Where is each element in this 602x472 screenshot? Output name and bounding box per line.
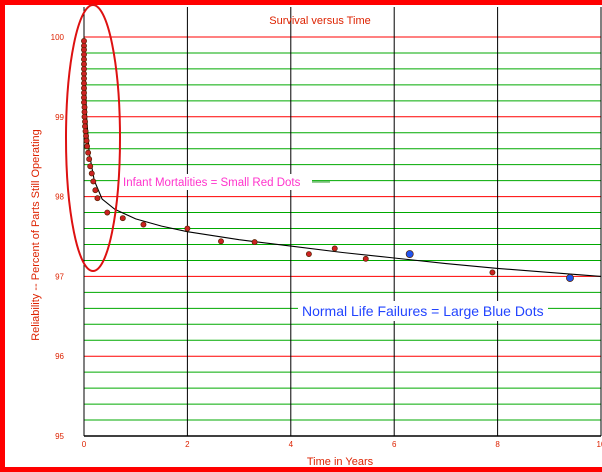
infant-mortality-point (87, 163, 94, 170)
chart-title: Survival versus Time (269, 15, 370, 27)
infant-mortality-point (81, 46, 87, 53)
y-tick-labels: 95 96 97 98 99 100 (51, 33, 65, 441)
infant-mortality-point (331, 245, 338, 252)
infant-mortality-point (81, 85, 87, 92)
infant-mortality-point (81, 75, 87, 82)
infant-mortality-point (83, 137, 90, 144)
y-tick-label: 98 (55, 193, 64, 202)
infant-mortality-point (81, 89, 87, 96)
infant-mortality-point (81, 94, 87, 101)
infant-mortality-point (81, 104, 88, 111)
y-tick-label: 97 (55, 272, 64, 281)
infant-mortality-point (92, 187, 99, 194)
infant-annotation-bg (118, 174, 312, 190)
y-axis-label: Reliability -- Percent of Parts Still Op… (30, 129, 42, 341)
x-tick-label: 6 (392, 440, 397, 449)
infant-mortality-point (218, 238, 224, 245)
major-gridlines (84, 36, 601, 357)
infant-mortality-point (104, 209, 111, 216)
x-tick-label: 10 (597, 440, 602, 449)
x-tick-label: 4 (289, 440, 294, 449)
infant-mortality-point (81, 65, 87, 72)
infant-mortality-point (81, 99, 87, 106)
infant-mortality-point (94, 195, 101, 202)
infant-mortality-point (184, 225, 191, 232)
y-tick-label: 95 (55, 432, 64, 441)
infant-mortality-point (83, 133, 90, 139)
infant-mortality-point (84, 143, 91, 150)
trend-line-group (83, 36, 602, 277)
x-tick-label: 8 (495, 440, 500, 449)
vertical-gridlines (83, 7, 602, 436)
infant-mortality-point (362, 255, 369, 262)
normal-life-label: Normal Life Failures = Large Blue Dots (302, 303, 544, 319)
infant-mortalities-annotation: Infant Mortalities = Small Red Dots (118, 174, 330, 190)
infant-mortality-point (81, 80, 87, 87)
normal-life-annotation: Normal Life Failures = Large Blue Dots (298, 301, 548, 321)
y-tick-label: 99 (55, 113, 64, 122)
x-axis-label: Time in Years (307, 456, 374, 468)
infant-mortality-point (90, 178, 97, 185)
normal-life-point (566, 274, 574, 282)
infant-mortality-point (85, 149, 92, 156)
trend-line (83, 36, 602, 277)
infant-mortality-point (82, 128, 89, 135)
infant-mortalities-label: Infant Mortalities = Small Red Dots (123, 177, 301, 189)
infant-mortality-point (489, 269, 496, 276)
infant-mortality-point (81, 113, 88, 120)
infant-mortality-point (81, 38, 87, 44)
infant-mortality-point (88, 170, 95, 177)
normal-life-point (405, 250, 414, 259)
infant-mortality-ellipse (65, 4, 121, 272)
infant-mortality-point (81, 70, 87, 77)
y-tick-label: 96 (55, 352, 64, 361)
infant-mortality-point (82, 118, 88, 125)
infant-mortality-point (81, 51, 87, 58)
x-tick-labels: 0 2 4 6 8 10 (82, 440, 602, 449)
infant-mortality-point (140, 221, 147, 228)
infant-mortality-point (86, 156, 93, 163)
infant-mortality-point (81, 56, 87, 63)
data-points (81, 38, 574, 282)
minor-gridlines (84, 52, 601, 421)
infant-mortality-point (81, 109, 88, 115)
normal-annotation-bg (298, 301, 548, 321)
infant-mortality-point (305, 251, 312, 258)
x-tick-label: 2 (185, 440, 190, 449)
x-tick-label: 0 (82, 440, 87, 449)
infant-mortality-point (251, 239, 258, 246)
infant-mortality-point (119, 215, 126, 222)
y-tick-label: 100 (51, 33, 65, 42)
infant-mortality-point (82, 123, 88, 130)
infant-mortality-point (81, 61, 87, 68)
